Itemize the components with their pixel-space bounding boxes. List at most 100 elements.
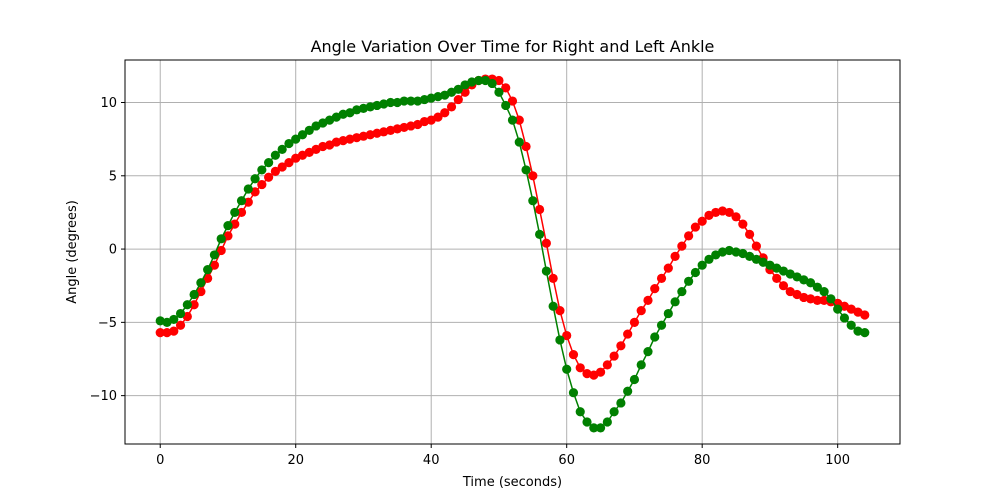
data-point <box>650 332 660 342</box>
data-point <box>230 207 240 218</box>
data-point <box>629 317 640 327</box>
data-point <box>521 165 531 175</box>
x-tick-label: 80 <box>694 453 711 468</box>
y-tick-label: −5 <box>98 316 117 331</box>
data-point <box>548 301 558 311</box>
series-2 <box>155 75 870 433</box>
data-point <box>277 144 287 154</box>
data-point <box>670 251 680 261</box>
data-point <box>501 83 511 93</box>
data-point <box>535 229 545 240</box>
data-point <box>575 407 585 417</box>
data-point <box>609 407 619 417</box>
data-point <box>189 300 199 310</box>
data-point <box>778 281 789 291</box>
data-point <box>169 314 179 325</box>
data-point <box>616 398 626 408</box>
data-point <box>257 165 267 175</box>
data-point <box>196 278 206 288</box>
x-tick-label: 100 <box>825 453 850 468</box>
data-point <box>277 162 287 172</box>
data-point <box>846 320 856 330</box>
x-tick-label: 60 <box>558 453 575 468</box>
data-point <box>670 297 680 307</box>
x-tick-label: 40 <box>423 453 440 468</box>
y-tick-label: 5 <box>109 169 117 184</box>
data-point <box>236 196 247 206</box>
y-axis-label: Angle (degrees) <box>65 200 80 304</box>
data-point <box>772 273 782 283</box>
data-point <box>291 134 301 144</box>
data-point <box>677 241 687 251</box>
data-point <box>243 184 253 194</box>
data-point <box>751 241 761 251</box>
data-point <box>487 78 497 89</box>
data-point <box>609 351 619 361</box>
data-point <box>697 216 707 226</box>
data-point <box>656 320 667 330</box>
data-point <box>535 204 545 215</box>
data-point <box>209 250 220 260</box>
data-point <box>216 234 226 244</box>
data-point <box>297 130 308 140</box>
data-point <box>656 273 667 283</box>
data-point <box>690 222 701 232</box>
data-point <box>562 364 572 374</box>
data-point <box>616 341 626 351</box>
data-point <box>575 363 585 373</box>
data-point <box>860 310 870 320</box>
data-point <box>521 141 531 152</box>
data-point <box>474 75 484 86</box>
data-point <box>209 260 220 270</box>
data-point <box>175 320 186 330</box>
data-point <box>250 174 260 184</box>
series-line <box>160 79 865 429</box>
data-point <box>731 212 741 222</box>
data-point <box>690 267 701 278</box>
data-point <box>453 94 463 105</box>
data-point <box>548 273 558 283</box>
data-point <box>562 330 572 341</box>
data-point <box>182 300 192 310</box>
data-point <box>745 229 755 240</box>
data-point <box>602 417 612 427</box>
data-point <box>636 306 646 316</box>
data-point <box>270 166 280 176</box>
data-point <box>555 335 565 345</box>
data-point <box>406 96 416 106</box>
data-point <box>595 367 606 377</box>
data-point <box>385 97 396 108</box>
y-tick-label: 10 <box>100 96 117 111</box>
data-point <box>494 87 504 97</box>
data-point <box>236 207 247 218</box>
data-point <box>528 196 538 206</box>
data-point <box>203 273 213 283</box>
data-point <box>839 313 850 323</box>
data-point <box>257 179 267 190</box>
data-point <box>629 374 640 385</box>
data-point <box>541 238 551 248</box>
data-point <box>440 108 450 118</box>
data-point <box>223 221 233 231</box>
data-point <box>663 308 673 319</box>
x-axis-label: Time (seconds) <box>462 475 562 490</box>
data-point <box>636 360 646 370</box>
data-point <box>189 289 199 300</box>
data-point <box>284 138 294 149</box>
data-point <box>453 84 463 94</box>
data-point <box>812 282 822 292</box>
x-tick-label: 20 <box>287 453 304 468</box>
data-point <box>264 158 274 168</box>
data-point <box>589 423 599 433</box>
data-point <box>304 125 314 135</box>
data-point <box>284 158 294 168</box>
data-point <box>623 329 633 339</box>
data-point <box>433 112 443 122</box>
data-point <box>602 360 612 370</box>
data-point <box>833 304 843 314</box>
series-layer <box>155 74 870 433</box>
data-point <box>528 171 538 181</box>
data-point <box>399 96 409 106</box>
chart-title: Angle Variation Over Time for Right and … <box>311 37 715 56</box>
data-point <box>507 96 518 106</box>
